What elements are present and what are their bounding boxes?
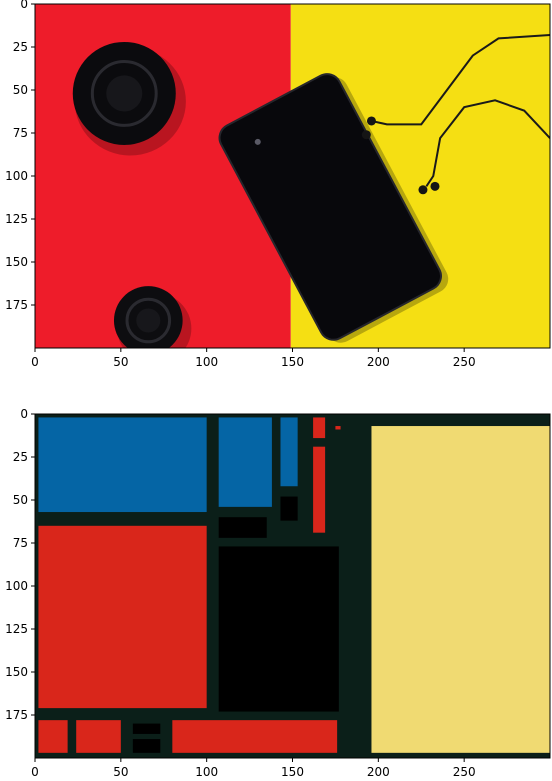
photo-x-tick-label: 50 <box>113 355 128 369</box>
segmentation-x-tick-label: 150 <box>281 765 304 779</box>
segmentation-y-tick-label: 125 <box>5 622 28 636</box>
segment-rect <box>38 525 207 709</box>
lens-cap-ring <box>90 60 158 127</box>
photo-y-tick-label: 0 <box>20 0 28 11</box>
segment-rect <box>38 417 207 513</box>
segmentation-y-tick-label: 75 <box>13 536 28 550</box>
segment-rect <box>371 426 550 753</box>
phone-camera <box>254 138 261 145</box>
photo-y-tick-label: 150 <box>5 255 28 269</box>
segmentation-x-tick-label: 100 <box>195 765 218 779</box>
segment-rect <box>335 426 341 430</box>
photo-y-tick-label: 175 <box>5 298 28 312</box>
photo-y-tick-label: 125 <box>5 212 28 226</box>
segment-rect <box>218 517 267 538</box>
photo-x-tick-label: 200 <box>367 355 390 369</box>
segment-rect <box>132 723 161 734</box>
segmentation-panel: 0 50 100 150 200 250 0 25 50 75 100 125 150 175 <box>5 407 551 779</box>
earphones-bud <box>430 181 440 191</box>
photo-x-tick-label: 250 <box>453 355 476 369</box>
second-lens-cap-ring <box>125 297 172 344</box>
segmentation-image <box>35 414 550 758</box>
lens-cap-center <box>106 75 143 112</box>
photo-panel: 0 50 100 150 200 250 0 25 50 75 100 125 150 175 <box>5 0 551 369</box>
photo-y-tick-label: 50 <box>13 83 28 97</box>
photo-y-tick-label: 100 <box>5 169 28 183</box>
earphones-bud <box>361 130 371 140</box>
earphones-cable <box>371 33 550 126</box>
segmentation-x-tick-label: 0 <box>31 765 39 779</box>
photo-y-tick-label: 25 <box>13 40 28 54</box>
segment-rect <box>38 720 68 753</box>
photo-image <box>35 4 550 348</box>
photo-x-tick-label: 150 <box>281 355 304 369</box>
segmentation-x-tick-label: 200 <box>367 765 390 779</box>
photo-y-tick-label: 75 <box>13 126 28 140</box>
phone <box>218 73 442 341</box>
segmentation-x-tick-label: 250 <box>453 765 476 779</box>
photo-x-tick-label: 100 <box>195 355 218 369</box>
segmentation-y-tick-label: 50 <box>13 493 28 507</box>
segment-rect <box>280 496 298 521</box>
segment-rect <box>218 546 339 712</box>
segment-rect <box>132 739 161 753</box>
photo-x-tick-label: 0 <box>31 355 39 369</box>
segmentation-x-axis: 0 50 100 150 200 250 <box>31 758 476 779</box>
earphones-cable-2 <box>425 99 550 187</box>
segmentation-x-tick-label: 50 <box>113 765 128 779</box>
segment-rect <box>313 417 326 439</box>
segmentation-y-tick-label: 0 <box>20 407 28 421</box>
segment-rect <box>76 720 121 753</box>
earphones-bud <box>366 116 376 126</box>
earphones-bud <box>418 185 428 195</box>
segment-rect <box>280 417 298 487</box>
segmentation-y-tick-label: 25 <box>13 450 28 464</box>
photo-x-axis: 0 50 100 150 200 250 <box>31 348 476 369</box>
segmentation-y-axis: 0 25 50 75 100 125 150 175 <box>5 407 35 722</box>
segment-rect <box>172 720 338 753</box>
second-lens-cap-center <box>136 308 161 333</box>
photo-y-axis: 0 25 50 75 100 125 150 175 <box>5 0 35 312</box>
segmentation-y-tick-label: 175 <box>5 708 28 722</box>
segment-rect <box>313 446 326 533</box>
segmentation-y-tick-label: 150 <box>5 665 28 679</box>
phone-group <box>218 73 449 343</box>
segmentation-y-tick-label: 100 <box>5 579 28 593</box>
segment-rect <box>218 417 272 507</box>
